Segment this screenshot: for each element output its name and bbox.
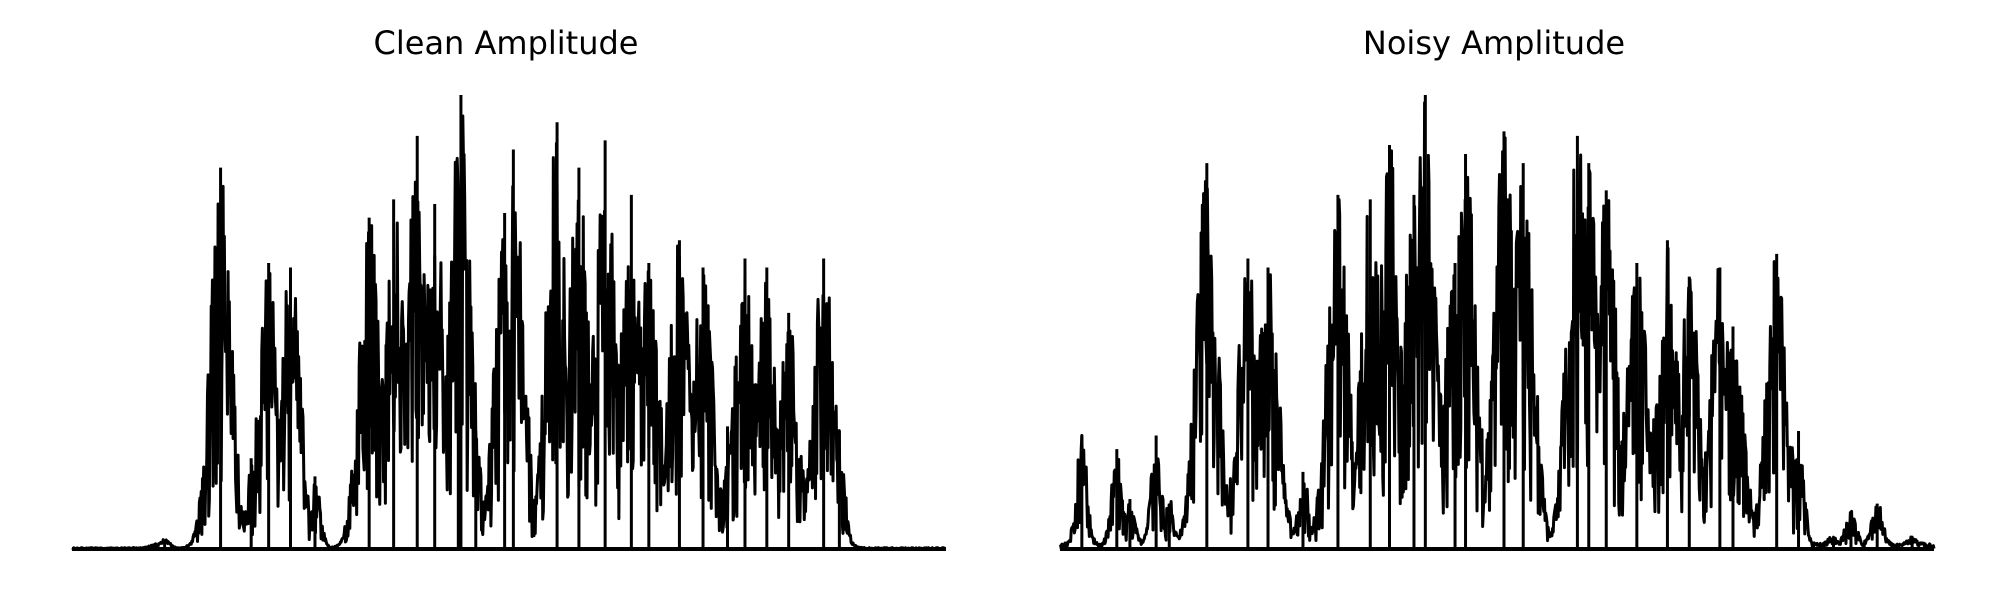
chart-title-noisy: Noisy Amplitude — [1362, 24, 1626, 62]
noisy-amplitude-plot — [1058, 95, 1936, 551]
amplitude-series-line — [1058, 101, 1936, 551]
chart-title-clean: Clean Amplitude — [373, 24, 639, 62]
amplitude-series-line — [71, 114, 947, 551]
clean-amplitude-plot — [71, 95, 947, 551]
